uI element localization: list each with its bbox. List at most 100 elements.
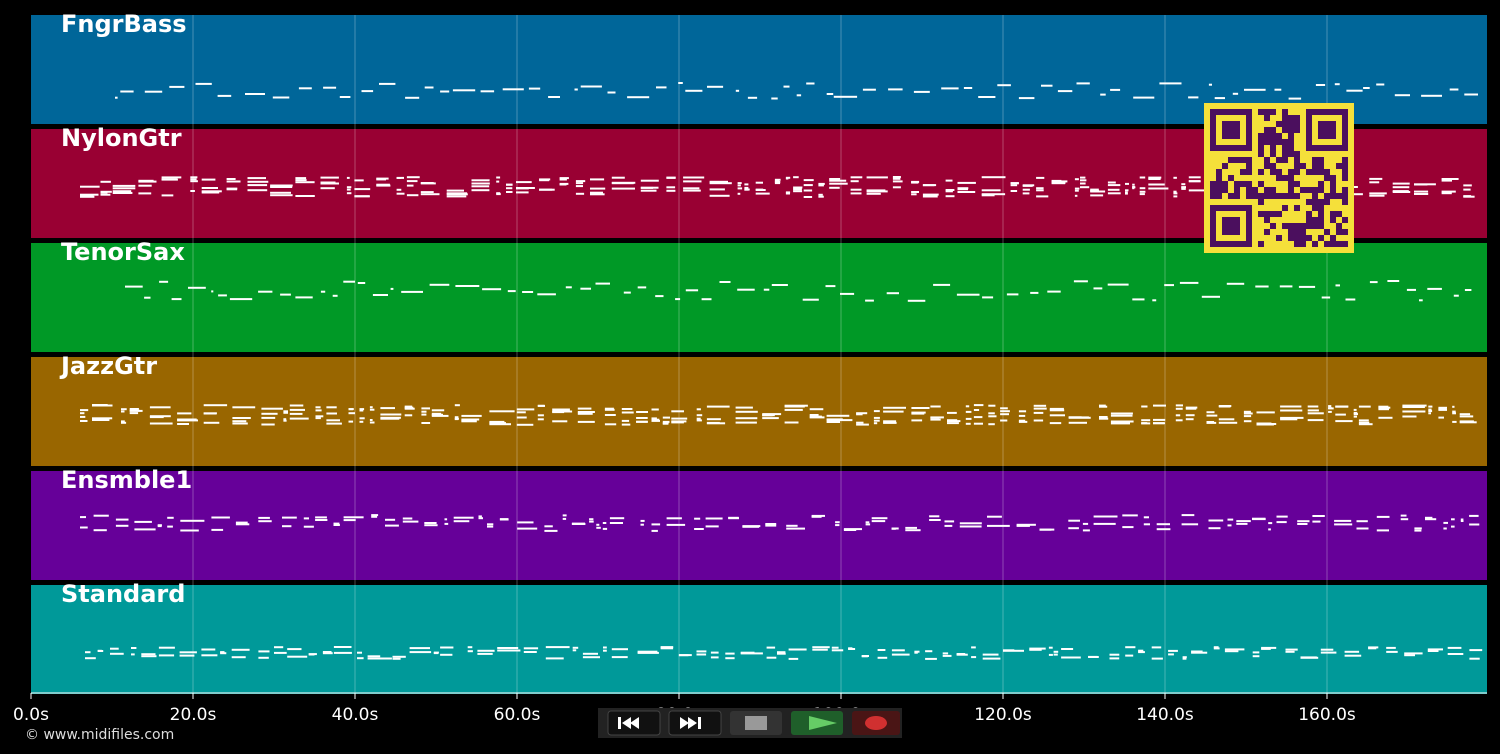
note <box>737 288 755 291</box>
note <box>1175 404 1183 407</box>
note <box>981 176 1006 179</box>
qr-module <box>1240 181 1246 187</box>
note <box>1427 648 1443 651</box>
note <box>85 651 91 654</box>
rewind-button[interactable] <box>607 710 661 736</box>
note <box>1252 651 1260 654</box>
note <box>1358 421 1370 424</box>
note <box>793 186 803 189</box>
note <box>161 176 182 179</box>
note <box>1132 186 1135 188</box>
note <box>737 184 741 187</box>
note <box>755 188 764 191</box>
note <box>346 192 352 195</box>
note <box>333 651 352 654</box>
qr-module <box>1288 127 1294 133</box>
note <box>537 293 556 296</box>
note <box>771 97 778 100</box>
note <box>396 176 404 179</box>
note <box>826 421 840 423</box>
note <box>283 418 287 421</box>
note <box>1387 280 1400 282</box>
qr-module <box>1222 181 1228 187</box>
note <box>361 90 374 93</box>
note <box>662 416 670 419</box>
note <box>1307 419 1324 422</box>
note <box>1419 299 1423 302</box>
qr-module <box>1282 175 1288 181</box>
note <box>1074 194 1078 197</box>
note <box>100 180 111 183</box>
note <box>1068 416 1091 419</box>
note <box>580 85 602 88</box>
note <box>747 96 758 99</box>
note <box>683 176 705 179</box>
note <box>149 416 164 419</box>
note <box>1353 411 1358 414</box>
note <box>129 408 139 410</box>
qr-module <box>1312 187 1318 193</box>
note <box>1074 178 1079 181</box>
note <box>1036 187 1044 190</box>
note <box>1139 187 1146 190</box>
note <box>1218 421 1238 424</box>
note <box>911 193 917 196</box>
note <box>190 180 198 183</box>
note <box>865 521 870 524</box>
note <box>1049 409 1065 412</box>
qr-module <box>1234 187 1240 193</box>
qr-module <box>1342 175 1348 181</box>
note <box>326 412 337 415</box>
note <box>348 408 354 411</box>
note <box>785 191 791 194</box>
note <box>636 411 648 413</box>
note <box>706 405 730 408</box>
note <box>1068 527 1079 530</box>
note <box>131 647 137 649</box>
note <box>1463 184 1472 187</box>
note <box>1459 421 1477 424</box>
note <box>886 292 899 295</box>
note <box>461 414 482 417</box>
tick-label: 120.0s <box>974 705 1032 725</box>
qr-module <box>1312 169 1318 175</box>
note <box>1353 408 1357 411</box>
qr-module <box>1330 217 1336 223</box>
play-button[interactable] <box>791 711 843 735</box>
note <box>580 287 591 290</box>
note <box>611 656 628 659</box>
qr-code <box>1204 103 1354 253</box>
note <box>740 652 763 655</box>
note <box>1463 195 1472 198</box>
note <box>1000 410 1010 413</box>
note <box>380 413 402 416</box>
note <box>911 419 923 422</box>
note <box>112 184 136 187</box>
note <box>406 184 414 187</box>
note <box>1022 192 1030 195</box>
forward-button[interactable] <box>668 710 722 736</box>
note <box>171 298 182 301</box>
note <box>1307 412 1324 415</box>
stop-button[interactable] <box>730 711 782 735</box>
record-button[interactable] <box>852 711 900 735</box>
note <box>333 646 352 648</box>
note <box>385 524 399 527</box>
note <box>982 653 999 656</box>
note <box>1320 648 1334 651</box>
qr-module <box>1288 187 1294 193</box>
track-lane <box>31 585 1487 694</box>
qr-module <box>1270 223 1276 229</box>
note <box>907 299 926 302</box>
note <box>942 652 949 655</box>
note <box>346 176 350 179</box>
note <box>611 648 628 651</box>
note <box>1441 178 1459 180</box>
note <box>766 646 776 649</box>
note <box>666 517 682 520</box>
note <box>604 423 617 426</box>
qr-module <box>1330 181 1336 187</box>
qr-module <box>1336 229 1342 235</box>
qr-module <box>1312 217 1318 223</box>
note <box>402 520 419 523</box>
